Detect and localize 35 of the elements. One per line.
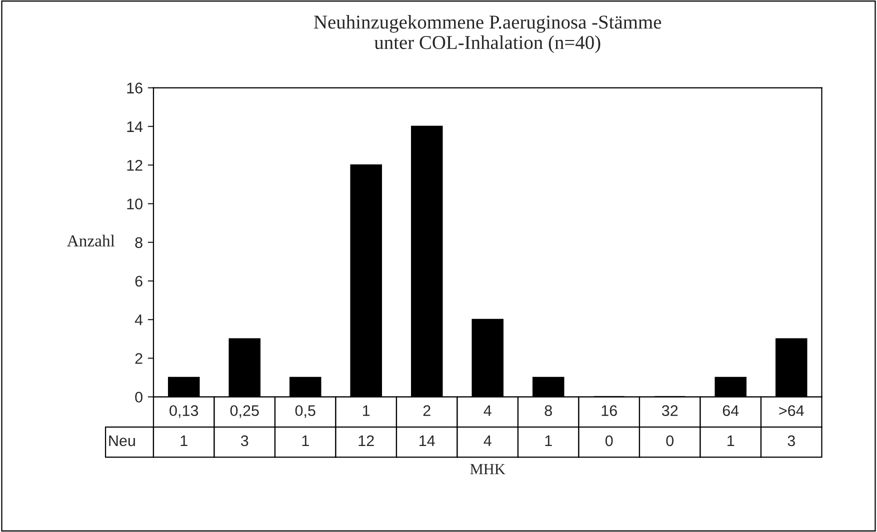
y-tick-label: 4 <box>134 314 143 326</box>
x-tick-label: 0,13 <box>170 405 198 418</box>
y-tick-label: 10 <box>127 198 142 210</box>
data-label: 0 <box>605 435 613 446</box>
data-label: 14 <box>420 436 435 446</box>
y-tick-label: 0 <box>135 392 142 403</box>
data-label: 3 <box>788 435 795 446</box>
data-label: 4 <box>484 436 492 446</box>
x-tick-label: 16 <box>602 405 617 416</box>
y-tick-label: 12 <box>127 160 142 171</box>
x-tick-label: 2 <box>423 405 430 416</box>
x-tick-label: 0,5 <box>295 405 316 418</box>
y-tick-label: 2 <box>135 353 142 364</box>
data-label: 1 <box>545 436 552 446</box>
x-axis-title: MHK <box>470 464 506 474</box>
data-label: 3 <box>240 435 248 446</box>
x-tick-label: 64 <box>722 405 739 416</box>
y-tick-label: 8 <box>135 237 142 248</box>
data-label: 12 <box>358 435 374 446</box>
data-label: 0 <box>666 435 674 446</box>
data-label: 1 <box>302 436 309 446</box>
legend-label: Neu <box>109 436 135 446</box>
y-tick-label: 16 <box>127 82 142 94</box>
chart-title: Neuhinzugekommene P.aeruginosa -Stämme unter COL-Inhalation (n=40) <box>314 15 662 54</box>
x-tick-label: 8 <box>544 405 552 416</box>
x-tick-label: 0,25 <box>230 405 259 418</box>
data-label: 1 <box>180 436 188 446</box>
y-axis-title: Anzahl <box>66 234 115 246</box>
y-tick-label: 14 <box>127 121 143 132</box>
x-tick-label: >64 <box>779 405 804 416</box>
y-tick-label: 6 <box>135 276 142 287</box>
data-label: 1 <box>728 436 734 446</box>
x-tick-label: 4 <box>484 405 492 416</box>
x-tick-label: 1 <box>363 405 370 416</box>
x-tick-label: 32 <box>662 405 678 416</box>
